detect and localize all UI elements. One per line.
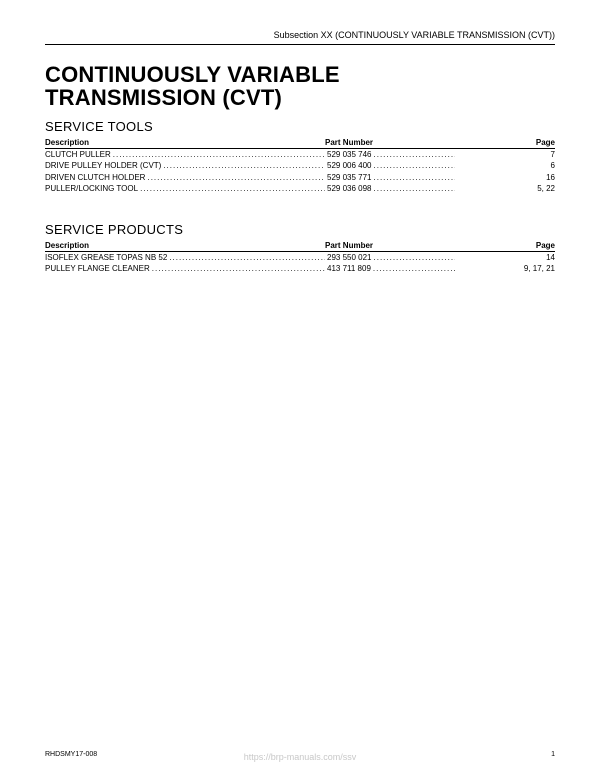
title-line-2: TRANSMISSION (CVT): [45, 85, 282, 110]
part-text: 529 036 098: [325, 183, 372, 194]
leader-dots: ........................................…: [373, 263, 455, 274]
part-text: 529 035 771: [325, 172, 372, 183]
table-row: PULLER/LOCKING TOOL ....................…: [45, 183, 555, 194]
part-text: 529 006 400: [325, 160, 372, 171]
col-part-number: Part Number: [325, 241, 455, 250]
cell-page: 9, 17, 21: [455, 263, 555, 274]
cell-part-number: 529 006 400 ............................…: [325, 160, 455, 171]
table-row: CLUTCH PULLER ..........................…: [45, 149, 555, 160]
part-text: 413 711 809: [325, 263, 371, 274]
leader-dots: ........................................…: [374, 172, 456, 183]
cell-part-number: 529 035 746 ............................…: [325, 149, 455, 160]
desc-text: PULLEY FLANGE CLEANER: [45, 263, 150, 274]
service-tools-heading: SERVICE TOOLS: [45, 119, 555, 134]
leader-dots: ........................................…: [113, 149, 325, 160]
leader-dots: ........................................…: [140, 183, 325, 194]
table-row: PULLEY FLANGE CLEANER ..................…: [45, 263, 555, 274]
table-row: DRIVE PULLEY HOLDER (CVT) ..............…: [45, 160, 555, 171]
part-text: 529 035 746: [325, 149, 372, 160]
cell-part-number: 293 550 021 ............................…: [325, 252, 455, 263]
desc-text: ISOFLEX GREASE TOPAS NB 52: [45, 252, 167, 263]
cell-description: DRIVEN CLUTCH HOLDER ...................…: [45, 172, 325, 183]
desc-text: PULLER/LOCKING TOOL: [45, 183, 138, 194]
col-part-number: Part Number: [325, 138, 455, 147]
leader-dots: ........................................…: [147, 172, 325, 183]
cell-part-number: 529 036 098 ............................…: [325, 183, 455, 194]
desc-text: CLUTCH PULLER: [45, 149, 111, 160]
leader-dots: ........................................…: [374, 149, 456, 160]
col-description: Description: [45, 138, 325, 147]
cell-description: PULLEY FLANGE CLEANER ..................…: [45, 263, 325, 274]
desc-text: DRIVEN CLUTCH HOLDER: [45, 172, 145, 183]
part-text: 293 550 021: [325, 252, 372, 263]
products-table-header: Description Part Number Page: [45, 241, 555, 252]
leader-dots: ........................................…: [374, 160, 456, 171]
document-page: Subsection XX (CONTINUOUSLY VARIABLE TRA…: [0, 0, 600, 776]
cell-description: PULLER/LOCKING TOOL ....................…: [45, 183, 325, 194]
col-description: Description: [45, 241, 325, 250]
table-row: DRIVEN CLUTCH HOLDER ...................…: [45, 172, 555, 183]
leader-dots: ........................................…: [374, 183, 456, 194]
service-products-heading: SERVICE PRODUCTS: [45, 222, 555, 237]
col-page: Page: [455, 241, 555, 250]
cell-description: ISOFLEX GREASE TOPAS NB 52 .............…: [45, 252, 325, 263]
table-row: ISOFLEX GREASE TOPAS NB 52 .............…: [45, 252, 555, 263]
tools-table-header: Description Part Number Page: [45, 138, 555, 149]
cell-part-number: 529 035 771 ............................…: [325, 172, 455, 183]
leader-dots: ........................................…: [169, 252, 325, 263]
leader-dots: ........................................…: [152, 263, 325, 274]
header-subsection: Subsection XX (CONTINUOUSLY VARIABLE TRA…: [45, 30, 555, 40]
cell-page: 5, 22: [455, 183, 555, 194]
cell-page: 16: [455, 172, 555, 183]
cell-part-number: 413 711 809 ............................…: [325, 263, 455, 274]
cell-page: 6: [455, 160, 555, 171]
cell-page: 14: [455, 252, 555, 263]
leader-dots: ........................................…: [374, 252, 456, 263]
cell-description: CLUTCH PULLER ..........................…: [45, 149, 325, 160]
col-page: Page: [455, 138, 555, 147]
title-line-1: CONTINUOUSLY VARIABLE: [45, 62, 340, 87]
desc-text: DRIVE PULLEY HOLDER (CVT): [45, 160, 161, 171]
page-title: CONTINUOUSLY VARIABLE TRANSMISSION (CVT): [45, 63, 555, 109]
cell-page: 7: [455, 149, 555, 160]
leader-dots: ........................................…: [163, 160, 325, 171]
cell-description: DRIVE PULLEY HOLDER (CVT) ..............…: [45, 160, 325, 171]
watermark-url: https://brp-manuals.com/ssv: [0, 752, 600, 762]
header-rule: [45, 44, 555, 45]
